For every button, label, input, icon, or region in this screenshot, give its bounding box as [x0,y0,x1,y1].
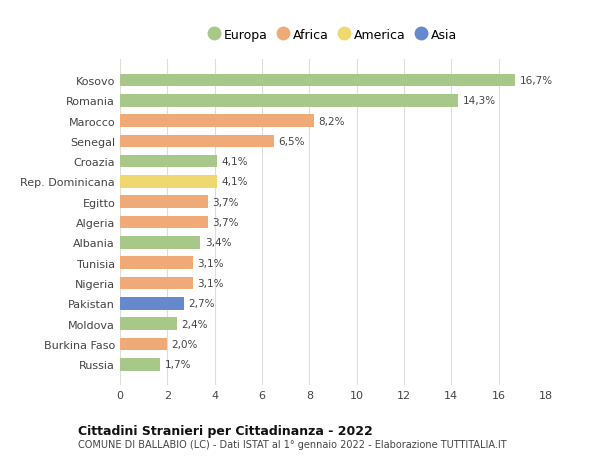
Text: 6,5%: 6,5% [278,137,305,146]
Bar [120,277,193,290]
Text: 3,4%: 3,4% [205,238,231,248]
Text: 4,1%: 4,1% [221,177,248,187]
Legend: Europa, Africa, America, Asia: Europa, Africa, America, Asia [204,23,462,46]
Bar [120,176,217,188]
Bar [120,257,193,269]
Text: 1,7%: 1,7% [164,359,191,369]
Bar [120,318,177,330]
Text: 4,1%: 4,1% [221,157,248,167]
Text: 3,1%: 3,1% [197,258,224,268]
Text: 8,2%: 8,2% [319,116,345,126]
Text: 3,7%: 3,7% [212,197,238,207]
Bar [120,358,160,371]
Bar [120,95,458,107]
Text: 2,0%: 2,0% [172,339,198,349]
Text: 16,7%: 16,7% [520,76,553,86]
Text: COMUNE DI BALLABIO (LC) - Dati ISTAT al 1° gennaio 2022 - Elaborazione TUTTITALI: COMUNE DI BALLABIO (LC) - Dati ISTAT al … [78,440,506,449]
Bar [120,135,274,148]
Bar [120,216,208,229]
Bar [120,115,314,128]
Text: 3,1%: 3,1% [197,279,224,288]
Bar [120,236,200,249]
Bar [120,297,184,310]
Bar [120,74,515,87]
Text: 14,3%: 14,3% [463,96,496,106]
Text: 2,7%: 2,7% [188,299,215,308]
Bar [120,196,208,209]
Text: Cittadini Stranieri per Cittadinanza - 2022: Cittadini Stranieri per Cittadinanza - 2… [78,424,373,437]
Text: 3,7%: 3,7% [212,218,238,228]
Text: 2,4%: 2,4% [181,319,208,329]
Bar [120,156,217,168]
Bar [120,338,167,351]
